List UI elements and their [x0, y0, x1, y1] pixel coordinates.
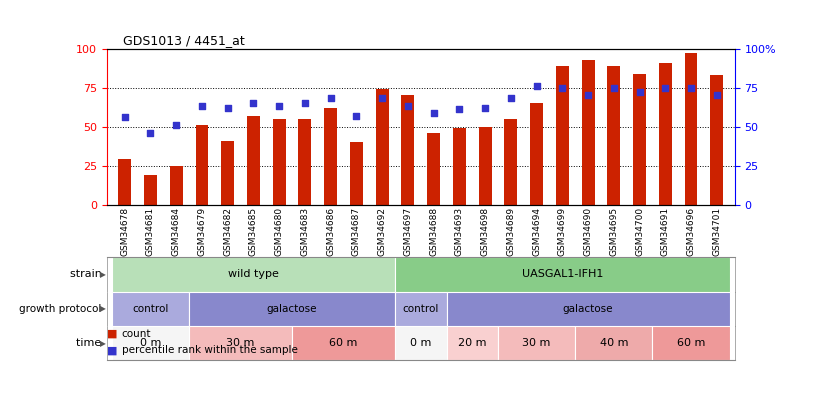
Text: GDS1013 / 4451_at: GDS1013 / 4451_at: [123, 34, 245, 47]
Bar: [530, 103, 543, 205]
Bar: [350, 142, 363, 205]
Bar: [299, 119, 311, 205]
Text: 30 m: 30 m: [522, 338, 551, 348]
Point: [170, 122, 183, 128]
Bar: [401, 95, 415, 205]
Bar: [273, 119, 286, 205]
Bar: [324, 108, 337, 205]
Text: 40 m: 40 m: [599, 338, 628, 348]
Bar: [479, 126, 492, 205]
Text: control: control: [402, 304, 439, 314]
Point: [401, 103, 415, 109]
Bar: [395, 326, 447, 360]
Text: 60 m: 60 m: [677, 338, 705, 348]
Bar: [222, 141, 234, 205]
Text: 60 m: 60 m: [329, 338, 358, 348]
Bar: [170, 166, 182, 205]
Text: UASGAL1-IFH1: UASGAL1-IFH1: [521, 269, 603, 279]
Point: [710, 92, 723, 98]
Bar: [247, 116, 260, 205]
Bar: [112, 326, 189, 360]
Bar: [189, 292, 395, 326]
Text: ■: ■: [107, 345, 117, 355]
Bar: [376, 89, 388, 205]
Bar: [395, 292, 447, 326]
Text: 30 m: 30 m: [227, 338, 255, 348]
Text: 20 m: 20 m: [458, 338, 487, 348]
Point: [273, 103, 286, 109]
Point: [350, 113, 363, 119]
Point: [530, 83, 544, 89]
Bar: [556, 66, 569, 205]
Text: percentile rank within the sample: percentile rank within the sample: [122, 345, 297, 355]
Bar: [447, 326, 498, 360]
Point: [658, 84, 672, 91]
Bar: [633, 74, 646, 205]
Point: [581, 92, 594, 98]
Text: time: time: [76, 338, 105, 348]
Text: ▶: ▶: [100, 270, 106, 279]
Text: count: count: [122, 329, 151, 339]
Text: galactose: galactose: [267, 304, 317, 314]
Bar: [118, 159, 131, 205]
Bar: [112, 292, 189, 326]
Point: [118, 114, 131, 120]
Point: [427, 109, 440, 116]
Bar: [710, 75, 723, 205]
Bar: [608, 66, 620, 205]
Point: [221, 104, 234, 111]
Point: [195, 103, 209, 109]
Text: ▶: ▶: [100, 339, 106, 348]
Bar: [189, 326, 292, 360]
Text: 0 m: 0 m: [140, 338, 161, 348]
Text: galactose: galactose: [563, 304, 613, 314]
Bar: [659, 63, 672, 205]
Text: growth protocol: growth protocol: [20, 304, 105, 314]
Text: control: control: [132, 304, 168, 314]
Point: [375, 95, 388, 102]
Bar: [576, 326, 653, 360]
Bar: [581, 60, 594, 205]
Point: [324, 95, 337, 102]
Text: wild type: wild type: [228, 269, 279, 279]
Text: 0 m: 0 m: [410, 338, 432, 348]
Bar: [395, 257, 730, 292]
Bar: [447, 292, 730, 326]
Bar: [427, 133, 440, 205]
Bar: [144, 175, 157, 205]
Text: ▶: ▶: [100, 304, 106, 313]
Point: [685, 84, 698, 91]
Point: [247, 100, 260, 107]
Bar: [504, 119, 517, 205]
Point: [633, 89, 646, 96]
Bar: [685, 53, 698, 205]
Point: [556, 84, 569, 91]
Point: [504, 95, 517, 102]
Point: [298, 100, 311, 107]
Point: [144, 130, 157, 136]
Bar: [195, 125, 209, 205]
Point: [479, 104, 492, 111]
Point: [453, 106, 466, 113]
Bar: [653, 326, 730, 360]
Text: strain: strain: [70, 269, 105, 279]
Bar: [453, 128, 466, 205]
Bar: [112, 257, 395, 292]
Point: [608, 84, 621, 91]
Bar: [498, 326, 576, 360]
Text: ■: ■: [107, 329, 117, 339]
Bar: [292, 326, 395, 360]
